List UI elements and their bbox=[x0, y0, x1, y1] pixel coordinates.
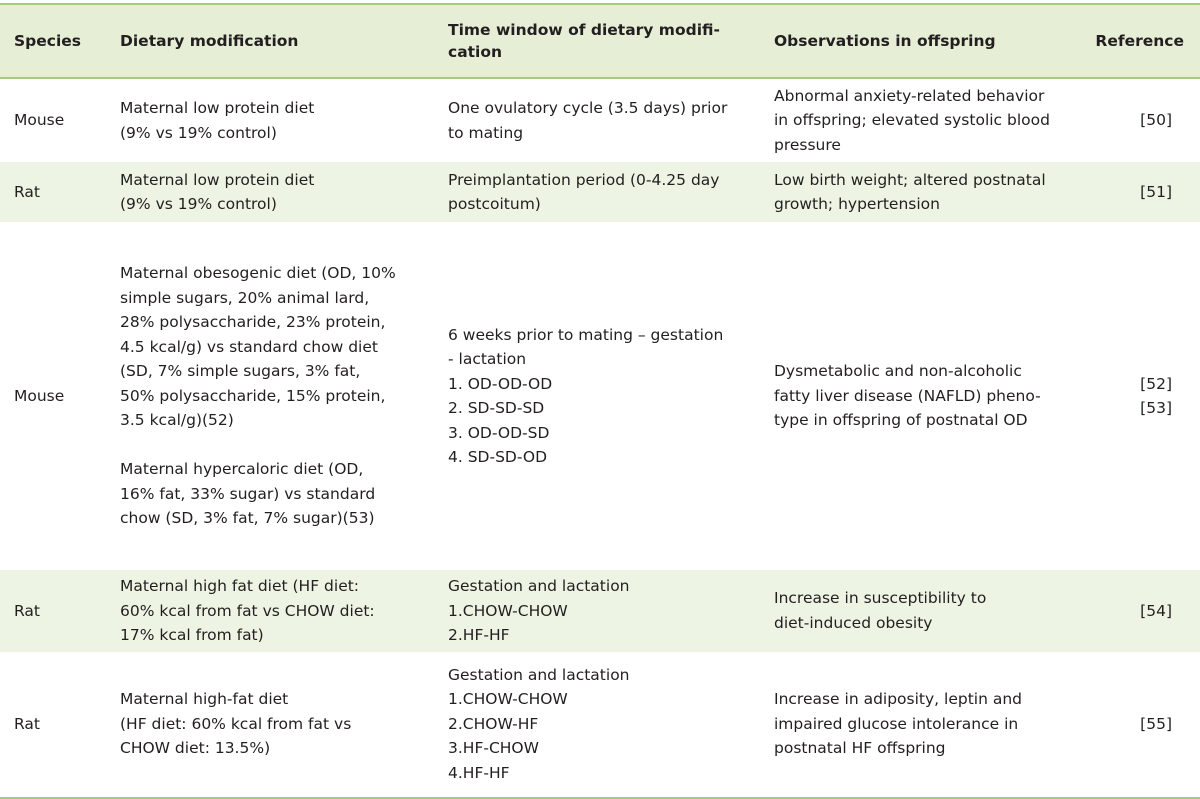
header-row: Species Dietary modification Time window… bbox=[0, 3, 1200, 79]
time-cell: One ovulatory cycle (3.5 days) prior to … bbox=[448, 99, 728, 142]
observations-cell: Dysmetabolic and non-alcoholic fatty liv… bbox=[774, 362, 1041, 430]
time-cell: Gestation and lactation 1.CHOW-CHOW 2.CH… bbox=[442, 651, 768, 799]
diet-cell: Maternal high-fat diet (HF diet: 60% kca… bbox=[114, 651, 442, 799]
observations-cell: Abnormal anxiety-related behavior in off… bbox=[774, 86, 1050, 154]
time-cell: Gestation and lactation 1.CHOW-CHOW 2.HF… bbox=[442, 570, 768, 652]
header-diet: Dietary modification bbox=[114, 3, 442, 79]
reference-cell: [55] bbox=[1080, 651, 1200, 799]
table-row: Rat Maternal high fat diet (HF diet: 60%… bbox=[0, 570, 1200, 652]
reference-cell: [54] bbox=[1080, 570, 1200, 652]
reference-cell: [51] bbox=[1080, 162, 1200, 222]
diet-offspring-table: Species Dietary modification Time window… bbox=[0, 3, 1200, 799]
header-observations: Observations in offspring bbox=[768, 3, 1080, 79]
diet-cell: Maternal low protein diet (9% vs 19% con… bbox=[120, 99, 315, 142]
species-cell: Rat bbox=[0, 162, 114, 222]
header-species: Species bbox=[0, 3, 114, 79]
diet-cell: Maternal obesogenic diet (OD, 10% simple… bbox=[120, 264, 396, 528]
species-cell: Mouse bbox=[14, 111, 65, 130]
header-reference: Reference bbox=[1080, 3, 1200, 79]
table-row: Rat Maternal low protein diet (9% vs 19%… bbox=[0, 162, 1200, 222]
species-cell: Rat bbox=[0, 651, 114, 799]
observations-cell: Low birth weight; altered postnatal grow… bbox=[768, 162, 1080, 222]
species-cell: Mouse bbox=[14, 386, 65, 405]
species-cell: Rat bbox=[0, 570, 114, 652]
observations-cell: Increase in adiposity, leptin and impair… bbox=[768, 651, 1080, 799]
time-cell: 6 weeks prior to mating – gestation - la… bbox=[448, 325, 724, 467]
diet-cell: Maternal high fat diet (HF diet: 60% kca… bbox=[114, 570, 442, 652]
time-cell: Preimplantation period (0-4.25 day postc… bbox=[442, 162, 768, 222]
table-row: Mouse Maternal obesogenic diet (OD, 10% … bbox=[0, 222, 1200, 570]
diet-cell: Maternal low protein diet (9% vs 19% con… bbox=[114, 162, 442, 222]
header-time-window: Time window of dietary modifi- cation bbox=[442, 3, 768, 79]
observations-cell: Increase in susceptibility to diet-induc… bbox=[768, 570, 1080, 652]
reference-cell: [50] bbox=[1140, 111, 1172, 130]
table-row: Rat Maternal high-fat diet (HF diet: 60%… bbox=[0, 651, 1200, 799]
table-row: Mouse Maternal low protein diet (9% vs 1… bbox=[0, 78, 1200, 162]
reference-cell: [52] [53] bbox=[1140, 374, 1172, 418]
